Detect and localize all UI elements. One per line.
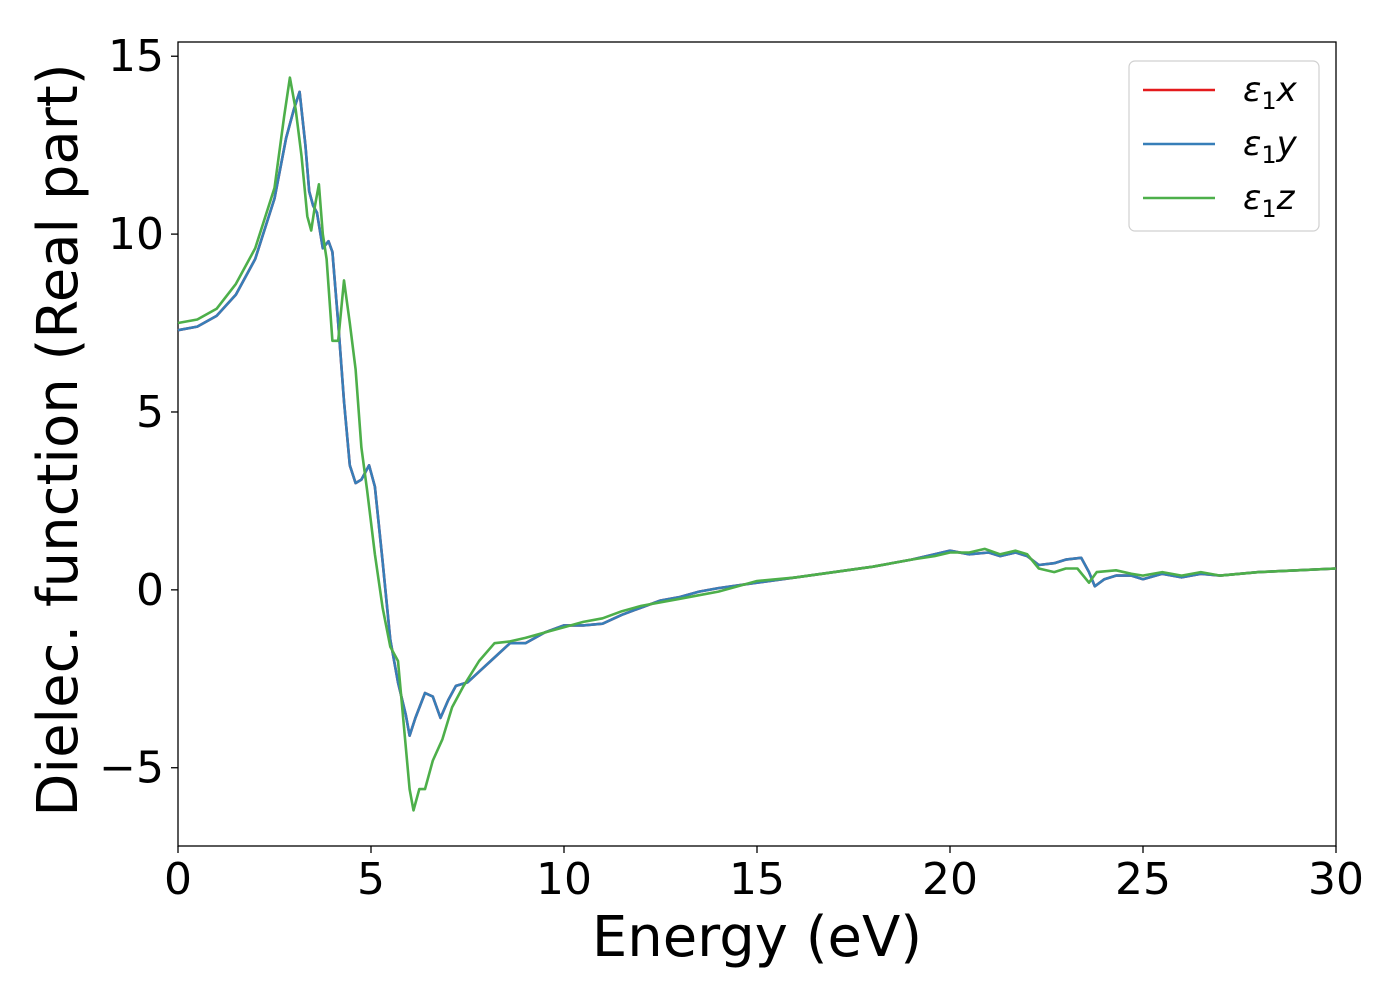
legend-box xyxy=(1128,60,1320,232)
x-tick-label: 15 xyxy=(729,854,785,905)
series-layer xyxy=(177,76,1337,812)
x-tick-label: 20 xyxy=(922,854,978,905)
y-tick-label: 5 xyxy=(136,387,164,438)
legend-label-z: ε1z xyxy=(1243,178,1296,223)
x-axis: 0 5 10 15 20 25 30 xyxy=(164,846,1364,905)
y-tick-label: 0 xyxy=(136,565,164,616)
y-axis-label: Dielec. function (Real part) xyxy=(26,63,91,816)
series-line-z xyxy=(177,76,1337,812)
x-tick-label: 5 xyxy=(357,854,385,905)
x-axis-label: Energy (eV) xyxy=(592,905,922,970)
legend-label-x: ε1x xyxy=(1243,70,1298,115)
x-tick-label: 25 xyxy=(1115,854,1171,905)
y-tick-label: 15 xyxy=(108,31,164,82)
x-tick-label: 0 xyxy=(164,854,192,905)
y-axis: −5 0 5 10 15 xyxy=(99,31,178,794)
legend: ε1x ε1y ε1z xyxy=(1128,60,1320,232)
y-tick-label: −5 xyxy=(99,743,164,794)
legend-label-y: ε1y xyxy=(1243,124,1298,169)
x-tick-label: 30 xyxy=(1308,854,1364,905)
y-tick-label: 10 xyxy=(108,209,164,260)
x-tick-label: 10 xyxy=(536,854,592,905)
